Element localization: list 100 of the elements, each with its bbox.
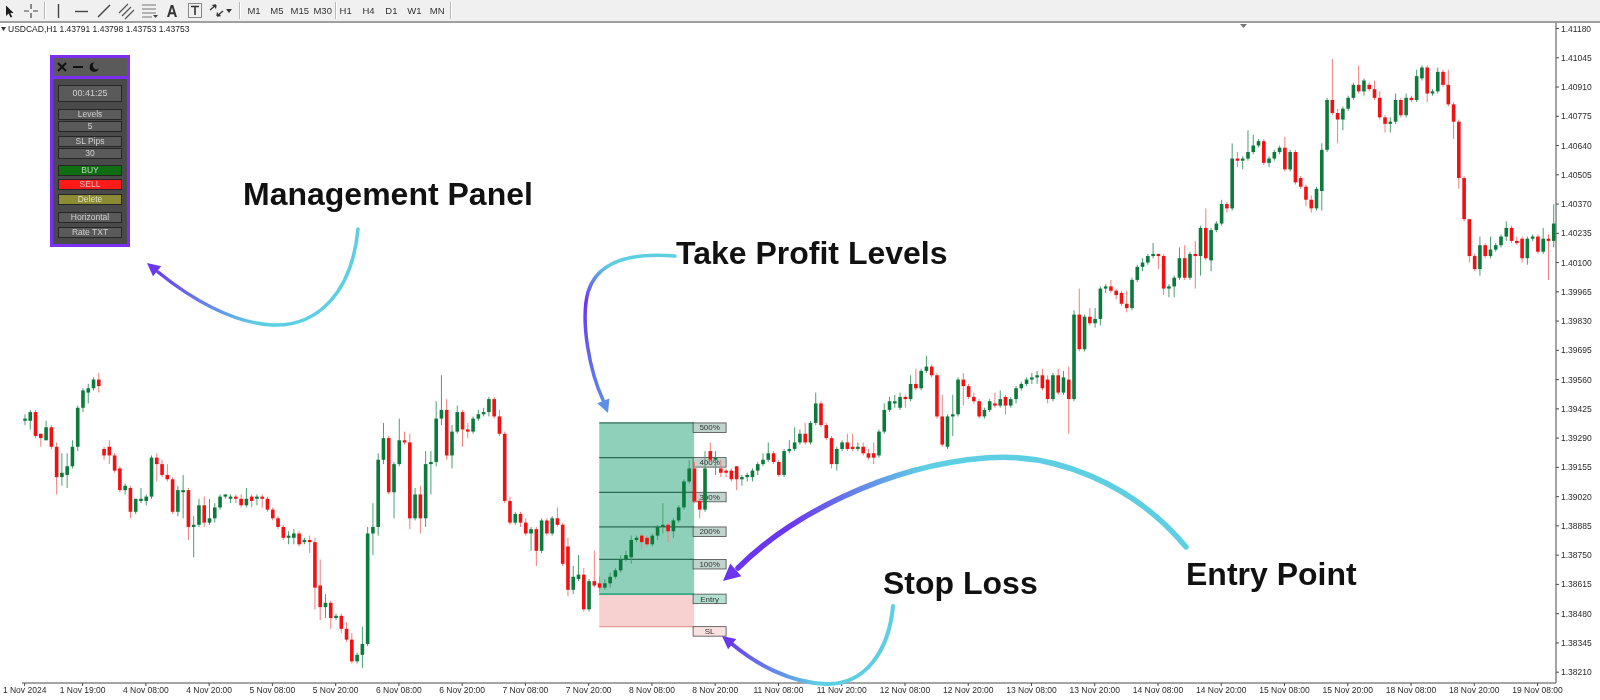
x-tick-label: 6 Nov 08:00 xyxy=(375,685,423,696)
annotation: Management Panel xyxy=(243,176,533,212)
candlestick xyxy=(1536,233,1540,255)
candlestick xyxy=(877,428,881,459)
y-tick-label: 1.39020 xyxy=(1561,491,1592,502)
candlestick xyxy=(687,459,692,485)
text: D1 xyxy=(384,5,399,16)
y-tick-label: 1.41045 xyxy=(1561,52,1592,63)
candlestick xyxy=(819,400,823,428)
candlestick xyxy=(207,498,212,526)
x-tick-label: 14 Nov 20:00 xyxy=(1195,685,1247,696)
text: M1 xyxy=(246,5,262,16)
candlestick xyxy=(1182,244,1187,281)
y-tick-label: 1.40370 xyxy=(1561,199,1592,210)
candlestick xyxy=(1377,90,1382,121)
y-tick-label: 1.39695 xyxy=(1561,345,1592,356)
x-tick-label: 11 Nov 08:00 xyxy=(753,685,804,696)
candlestick xyxy=(413,487,417,521)
candlestick xyxy=(882,402,887,435)
candlestick xyxy=(813,392,818,426)
candlestick xyxy=(102,446,106,461)
annotation: Delete xyxy=(58,194,122,205)
series-label: Entry xyxy=(700,594,719,604)
y-tick-label: 1.39830 xyxy=(1561,316,1592,327)
x-tick-label: 1 Nov 2024 xyxy=(2,685,47,696)
x-tick-label: 15 Nov 20:00 xyxy=(1322,685,1374,696)
candlestick xyxy=(154,452,159,482)
candlestick xyxy=(1304,184,1308,207)
candlestick xyxy=(835,446,839,472)
x-tick-label: 11 Nov 20:00 xyxy=(816,685,867,696)
series-label: SL xyxy=(704,627,716,637)
candlestick xyxy=(328,600,333,630)
candlestick xyxy=(1066,366,1071,435)
candlestick xyxy=(914,368,918,391)
candlestick xyxy=(761,452,765,467)
candlestick xyxy=(202,496,207,528)
candlestick xyxy=(1435,67,1440,95)
annotation: Horizontal xyxy=(58,212,122,223)
candlestick xyxy=(608,571,612,589)
y-tick-label: 1.40100 xyxy=(1561,257,1592,268)
y-tick-label: 1.38750 xyxy=(1561,550,1592,561)
x-tick-label: 5 Nov 08:00 xyxy=(249,685,296,696)
text: H4 xyxy=(361,5,376,16)
candlestick xyxy=(508,496,512,526)
candlestick xyxy=(740,474,744,487)
candlestick xyxy=(339,613,344,634)
annotation: 5 xyxy=(58,121,122,132)
x-tick-label: 8 Nov 08:00 xyxy=(629,685,676,696)
candlestick xyxy=(1051,372,1055,402)
candlestick xyxy=(212,502,217,524)
candlestick xyxy=(1399,97,1403,118)
chart-title: USDCAD,H1 1.43791 1.43798 1.43753 1.43753 xyxy=(8,24,190,35)
candlestick xyxy=(782,448,786,478)
candlestick xyxy=(450,424,454,469)
y-tick-label: 1.38885 xyxy=(1561,520,1592,531)
x-tick-label: 4 Nov 20:00 xyxy=(186,685,233,696)
candlestick xyxy=(529,526,533,552)
y-tick-label: 1.38480 xyxy=(1561,608,1592,619)
y-tick-label: 1.39290 xyxy=(1561,433,1592,444)
text: M15 xyxy=(289,5,311,16)
candlestick xyxy=(1283,136,1287,173)
candlestick xyxy=(118,465,122,493)
candlestick xyxy=(603,578,607,591)
candlestick xyxy=(429,450,433,495)
candlestick xyxy=(455,405,460,435)
x-tick-label: 8 Nov 20:00 xyxy=(692,685,739,696)
candlestick xyxy=(1251,134,1256,155)
candlestick xyxy=(487,396,491,417)
text: W1 xyxy=(406,5,423,16)
candlestick xyxy=(397,418,402,467)
candlestick xyxy=(1109,279,1113,294)
text: H1 xyxy=(338,5,353,16)
candlestick xyxy=(977,398,981,420)
annotation: Take Profit Levels xyxy=(676,235,948,271)
annotation: 30 xyxy=(58,148,122,159)
candlestick xyxy=(1335,108,1340,144)
candlestick xyxy=(1225,201,1229,214)
candlestick xyxy=(1478,236,1482,277)
annotation: Levels xyxy=(58,109,122,120)
x-tick-label: 12 Nov 08:00 xyxy=(879,685,931,696)
candlestick xyxy=(950,394,955,437)
y-tick-label: 1.38210 xyxy=(1561,667,1592,678)
y-tick-label: 1.40235 xyxy=(1561,228,1592,239)
candlestick xyxy=(1446,69,1451,108)
candlestick xyxy=(1541,227,1545,255)
annotation: SL Pips xyxy=(58,136,122,147)
x-tick-label: 18 Nov 08:00 xyxy=(1385,685,1437,696)
candlestick xyxy=(1093,307,1097,329)
x-tick-label: 13 Nov 08:00 xyxy=(1006,685,1058,696)
candlestick xyxy=(1362,77,1366,97)
y-tick-label: 1.39155 xyxy=(1561,462,1592,473)
candlestick xyxy=(1288,149,1292,173)
candlestick xyxy=(197,498,201,528)
candlestick xyxy=(371,502,375,556)
y-tick-label: 1.40910 xyxy=(1561,82,1592,93)
x-tick-label: 5 Nov 20:00 xyxy=(312,685,359,696)
candlestick xyxy=(697,498,702,519)
candlestick xyxy=(1504,220,1509,242)
x-tick-label: 19 Nov 08:00 xyxy=(1512,685,1564,696)
y-tick-label: 1.38345 xyxy=(1561,637,1592,648)
